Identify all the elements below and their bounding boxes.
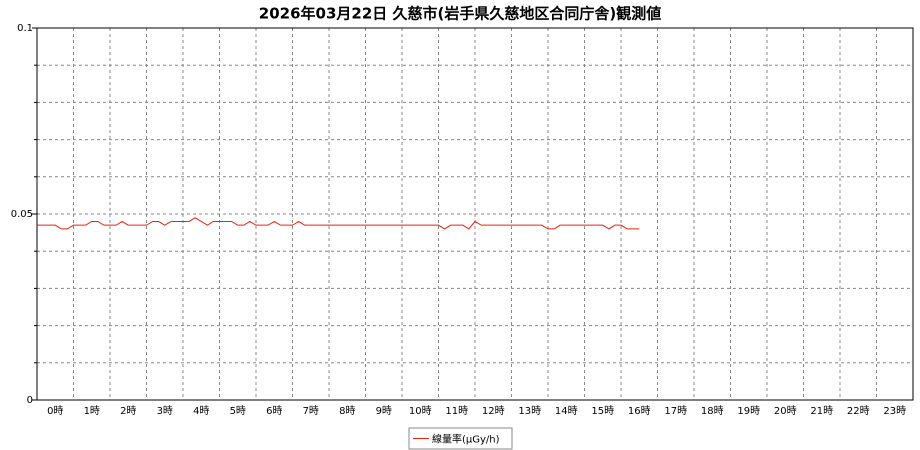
x-tick-label: 21時	[810, 405, 833, 417]
x-tick-label: 2時	[120, 405, 136, 417]
x-tick-label: 12時	[482, 405, 505, 417]
x-tick-label: 5時	[230, 405, 246, 417]
legend-label: 線量率(μGy/h)	[432, 433, 500, 446]
y-tick-label: 0.1	[17, 23, 33, 34]
x-tick-label: 7時	[303, 405, 319, 417]
x-tick-label: 19時	[737, 405, 760, 417]
x-tick-label: 1時	[84, 405, 100, 417]
x-tick-label: 0時	[47, 405, 63, 417]
x-tick-label: 6時	[266, 405, 282, 417]
x-tick-label: 13時	[518, 405, 541, 417]
x-tick-label: 14時	[555, 405, 578, 417]
x-tick-label: 8時	[339, 405, 355, 417]
chart-title: 2026年03月22日 久慈市(岩手県久慈地区合同庁舎)観測値	[259, 5, 661, 23]
x-tick-label: 4時	[193, 405, 209, 417]
x-tick-label: 11時	[445, 405, 468, 417]
x-tick-label: 20時	[774, 405, 797, 417]
x-tick-label: 3時	[157, 405, 173, 417]
legend-box	[408, 427, 513, 450]
x-tick-label: 16時	[628, 405, 651, 417]
x-tick-label: 23時	[883, 405, 906, 417]
y-tick-label: 0	[27, 395, 33, 406]
y-tick-label: 0.05	[11, 209, 33, 220]
data-line	[37, 217, 640, 230]
x-tick-label: 15時	[591, 405, 614, 417]
x-tick-label: 22時	[847, 405, 870, 417]
x-tick-label: 10時	[409, 405, 432, 417]
x-tick-label: 9時	[376, 405, 392, 417]
x-tick-label: 18時	[701, 405, 724, 417]
x-tick-label: 17時	[664, 405, 687, 417]
plot-border	[36, 27, 914, 401]
